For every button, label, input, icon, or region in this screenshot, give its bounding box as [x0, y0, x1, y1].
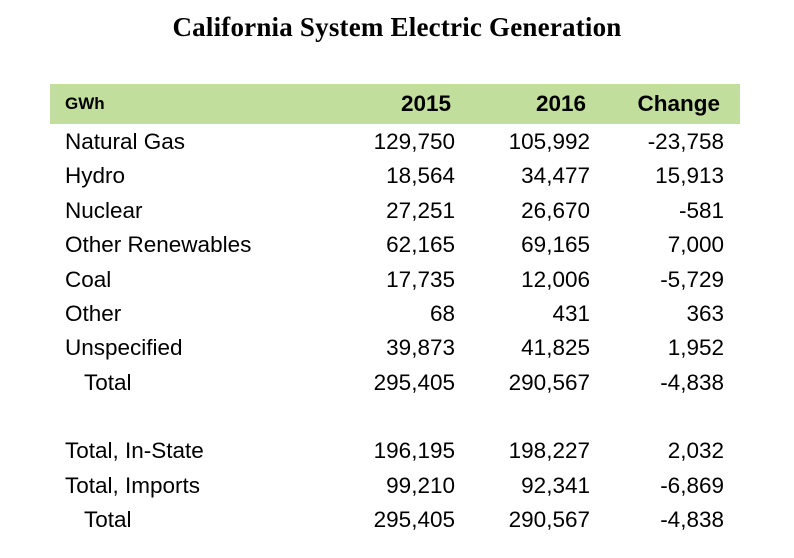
table-row: Nuclear 27,251 26,670 -581 [0, 194, 794, 228]
value-2015: 129,750 [373, 129, 455, 154]
value-2015: 99,210 [386, 473, 455, 498]
header-unit: GWh [65, 94, 105, 113]
value-2016: 105,992 [508, 129, 590, 154]
table-row: Total, In-State 196,195 198,227 2,032 [0, 434, 794, 468]
value-change: -23,758 [647, 129, 724, 154]
table-row: Coal 17,735 12,006 -5,729 [0, 263, 794, 297]
table-row: Other Renewables 62,165 69,165 7,000 [0, 228, 794, 262]
table-row: Natural Gas 129,750 105,992 -23,758 [0, 125, 794, 159]
table-row-total: Total 295,405 290,567 -4,838 [0, 503, 794, 537]
table-header: GWh 2015 2016 Change [50, 84, 740, 124]
row-label: Total [84, 507, 132, 532]
row-label: Coal [65, 267, 112, 292]
table-row-total: Total 295,405 290,567 -4,838 [0, 366, 794, 400]
row-label: Nuclear [65, 198, 143, 223]
value-2016: 431 [552, 301, 590, 326]
row-label: Other Renewables [65, 232, 252, 257]
row-label: Natural Gas [65, 129, 186, 154]
value-2015: 39,873 [386, 335, 455, 360]
header-2016: 2016 [535, 91, 586, 116]
value-change: 363 [686, 301, 724, 326]
value-2015: 18,564 [386, 163, 455, 188]
value-change: -6,869 [660, 473, 724, 498]
value-2016: 290,567 [508, 370, 590, 395]
value-2016: 290,567 [508, 507, 590, 532]
table-row: Unspecified 39,873 41,825 1,952 [0, 331, 794, 365]
row-label: Total, Imports [65, 473, 201, 498]
table-row: Hydro 18,564 34,477 15,913 [0, 159, 794, 193]
value-2016: 41,825 [521, 335, 590, 360]
value-2016: 198,227 [508, 438, 590, 463]
value-2015: 62,165 [386, 232, 455, 257]
table-row: Other 68 431 363 [0, 297, 794, 331]
value-2016: 12,006 [521, 267, 590, 292]
table-title: California System Electric Generation [172, 12, 622, 42]
value-2015: 196,195 [373, 438, 455, 463]
value-change: -4,838 [660, 507, 724, 532]
value-2015: 68 [429, 301, 455, 326]
header-change: Change [637, 91, 720, 116]
value-2015: 27,251 [386, 198, 455, 223]
value-2015: 17,735 [386, 267, 455, 292]
header-2015: 2015 [400, 91, 451, 116]
value-change: 2,032 [667, 438, 724, 463]
value-change: -5,729 [660, 267, 724, 292]
row-label: Hydro [65, 163, 126, 188]
value-change: 1,952 [667, 335, 724, 360]
row-label: Other [65, 301, 122, 326]
value-2015: 295,405 [373, 507, 455, 532]
row-label: Unspecified [65, 335, 183, 360]
value-2016: 92,341 [521, 473, 590, 498]
value-change: 7,000 [667, 232, 724, 257]
value-2016: 69,165 [521, 232, 590, 257]
value-change: 15,913 [655, 163, 724, 188]
value-change: -581 [678, 198, 724, 223]
value-2016: 26,670 [521, 198, 590, 223]
value-2015: 295,405 [373, 370, 455, 395]
row-label: Total [84, 370, 132, 395]
row-label: Total, In-State [65, 438, 204, 463]
value-2016: 34,477 [521, 163, 590, 188]
table-row: Total, Imports 99,210 92,341 -6,869 [0, 469, 794, 503]
value-change: -4,838 [660, 370, 724, 395]
